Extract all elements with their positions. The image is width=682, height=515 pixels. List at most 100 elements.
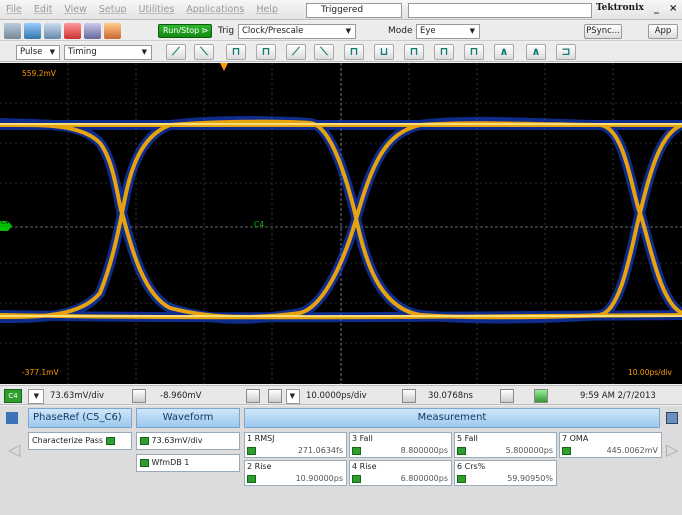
measurement-name: 2 Rise: [247, 462, 272, 471]
waveform-db-cell[interactable]: WfmDB 1: [136, 454, 240, 472]
channel-indicator[interactable]: C4: [4, 389, 22, 403]
ref-marker-label: C4: [1, 219, 10, 226]
waveform-scale-cell[interactable]: 73.63mV/div: [136, 432, 240, 450]
clock-display: 9:59 AM 2/7/2013: [580, 391, 656, 401]
menu-setup[interactable]: Setup: [98, 4, 127, 15]
vertical-scale-value: 73.63mV/div: [50, 391, 105, 401]
high-level-icon[interactable]: ⊓: [344, 44, 364, 60]
source-tab[interactable]: PhaseRef (C5_C6): [28, 408, 132, 428]
chevron-down-icon: ▼: [49, 48, 55, 56]
thermometer-icon[interactable]: [534, 389, 548, 403]
horizontal-scale-value: 10.0000ps/div: [306, 391, 367, 401]
timing-dropdown[interactable]: Timing ▼: [64, 45, 152, 60]
app-button[interactable]: App: [648, 24, 678, 39]
time-scale-label: 10.00ps/div: [628, 368, 672, 377]
trigger-position-marker[interactable]: [220, 63, 228, 71]
bottom-voltage-label: -377.1mV: [22, 368, 59, 377]
frequency-icon[interactable]: ⊓: [434, 44, 454, 60]
waveform-db-icon: [140, 458, 149, 467]
panel-toggle-icon[interactable]: [6, 412, 18, 424]
psync-button[interactable]: PSync...: [584, 24, 622, 39]
fall-time-icon[interactable]: ⟍: [194, 44, 214, 60]
minimize-button[interactable]: _: [654, 3, 659, 14]
default-setup-icon[interactable]: [64, 23, 81, 39]
measurement-mode-button[interactable]: [268, 389, 282, 403]
brand-logo: Tektronix: [596, 3, 644, 13]
measurement-2[interactable]: 2 Rise 10.90000ps: [244, 460, 347, 486]
measurement-value: 8.800000ps: [400, 446, 448, 455]
screen-capture-icon[interactable]: [24, 23, 41, 39]
scope-display[interactable]: 559.2mV -377.1mV 10.00ps/div C4 C4: [0, 63, 682, 384]
measurement-5[interactable]: 5 Fall 5.800000ps: [454, 432, 557, 458]
print-icon[interactable]: [4, 23, 21, 39]
chevron-down-icon: ▼: [345, 27, 351, 35]
measurement-enable-icon: [457, 447, 466, 455]
menu-file[interactable]: File: [6, 4, 22, 15]
negative-width-icon[interactable]: ⊓: [256, 44, 276, 60]
measurement-3[interactable]: 3 Fall 8.800000ps: [349, 432, 452, 458]
mode-dropdown[interactable]: Eye ▼: [416, 24, 480, 39]
horizontal-dropdown[interactable]: ▼: [286, 389, 300, 404]
low-level-icon[interactable]: ⊔: [374, 44, 394, 60]
scroll-left-icon[interactable]: ◁: [8, 440, 21, 459]
measurement-enable-icon: [352, 447, 361, 455]
run-stop-label: Run/Stop: [163, 26, 200, 35]
panel-settings-icon[interactable]: [666, 412, 678, 424]
trig-label: Trig: [218, 26, 235, 36]
rise-slope-icon[interactable]: ⟋: [286, 44, 306, 60]
menu-view[interactable]: View: [64, 4, 87, 15]
analysis-value: Pulse: [20, 47, 43, 57]
measurement-tab[interactable]: Measurement: [244, 408, 660, 428]
characterize-cell[interactable]: Characterize Pass: [28, 432, 132, 450]
pulse-width-icon[interactable]: ⊐: [556, 44, 576, 60]
period-icon[interactable]: ⊓: [404, 44, 424, 60]
channel-dropdown[interactable]: ▼: [28, 389, 44, 404]
burst-icon[interactable]: ⊓: [464, 44, 484, 60]
measurement-6[interactable]: 6 Crs% 59.90950%: [454, 460, 557, 486]
offset-knob[interactable]: [246, 389, 260, 403]
toolbar-measurements: Pulse ▼ Timing ▼ ⟋ ⟍ ⊓ ⊓ ⟋ ⟍ ⊓ ⊔ ⊓ ⊓ ⊓ ∧ ∧…: [0, 42, 682, 62]
measurement-value: 5.800000ps: [505, 446, 553, 455]
characterize-status: Pass: [85, 436, 104, 445]
grid-icon[interactable]: [44, 23, 61, 39]
overshoot-icon[interactable]: ∧: [526, 44, 546, 60]
menu-edit[interactable]: Edit: [33, 4, 53, 15]
menu-utilities[interactable]: Utilities: [138, 4, 175, 15]
menu-applications[interactable]: Applications: [186, 4, 245, 15]
eye-diagram: [0, 63, 682, 384]
channel-reference-marker[interactable]: [0, 221, 12, 231]
measurement-name: 1 RMSJ: [247, 434, 275, 443]
positive-width-icon[interactable]: ⊓: [226, 44, 246, 60]
measurement-name: 5 Fall: [457, 434, 478, 443]
waveform-db-value: WfmDB 1: [151, 458, 190, 467]
measurement-7[interactable]: 7 OMA 445.0062mV: [559, 432, 662, 458]
waveform-scale-value: 73.63mV/div: [151, 436, 203, 445]
crossing-icon[interactable]: ∧: [494, 44, 514, 60]
measurement-1[interactable]: 1 RMSJ 271.0634fs: [244, 432, 347, 458]
status-check-icon: [105, 436, 115, 445]
menu-help[interactable]: Help: [256, 4, 278, 15]
waveform-tab[interactable]: Waveform: [136, 408, 240, 428]
run-stop-button[interactable]: Run/Stop ⊳: [158, 24, 212, 38]
measurement-value: 59.90950%: [507, 474, 553, 483]
measurement-panel: PhaseRef (C5_C6) Waveform Measurement Ch…: [0, 406, 682, 515]
timing-value: Timing: [68, 47, 97, 57]
position-value: 30.0768ns: [428, 391, 473, 401]
analysis-dropdown[interactable]: Pulse ▼: [16, 45, 60, 60]
measurement-4[interactable]: 4 Rise 6.800000ps: [349, 460, 452, 486]
vertical-scale-knob[interactable]: [132, 389, 146, 403]
clear-data-icon[interactable]: [104, 23, 121, 39]
autoset-icon[interactable]: [84, 23, 101, 39]
position-knob[interactable]: [500, 389, 514, 403]
trigger-source-dropdown[interactable]: Clock/Prescale ▼: [238, 24, 356, 39]
horizontal-scale-knob[interactable]: [402, 389, 416, 403]
trigger-source-value: Clock/Prescale: [242, 26, 304, 36]
scroll-right-icon[interactable]: ▷: [666, 440, 679, 459]
status-bar: C4 ▼ 73.63mV/div -8.960mV ▼ 10.0000ps/di…: [0, 385, 682, 405]
channel-label: C4: [254, 220, 265, 229]
close-button[interactable]: ×: [669, 3, 678, 14]
chevron-down-icon: ▼: [33, 392, 39, 400]
rise-time-icon[interactable]: ⟋: [166, 44, 186, 60]
fall-slope-icon[interactable]: ⟍: [314, 44, 334, 60]
measurement-enable-icon: [352, 475, 361, 483]
